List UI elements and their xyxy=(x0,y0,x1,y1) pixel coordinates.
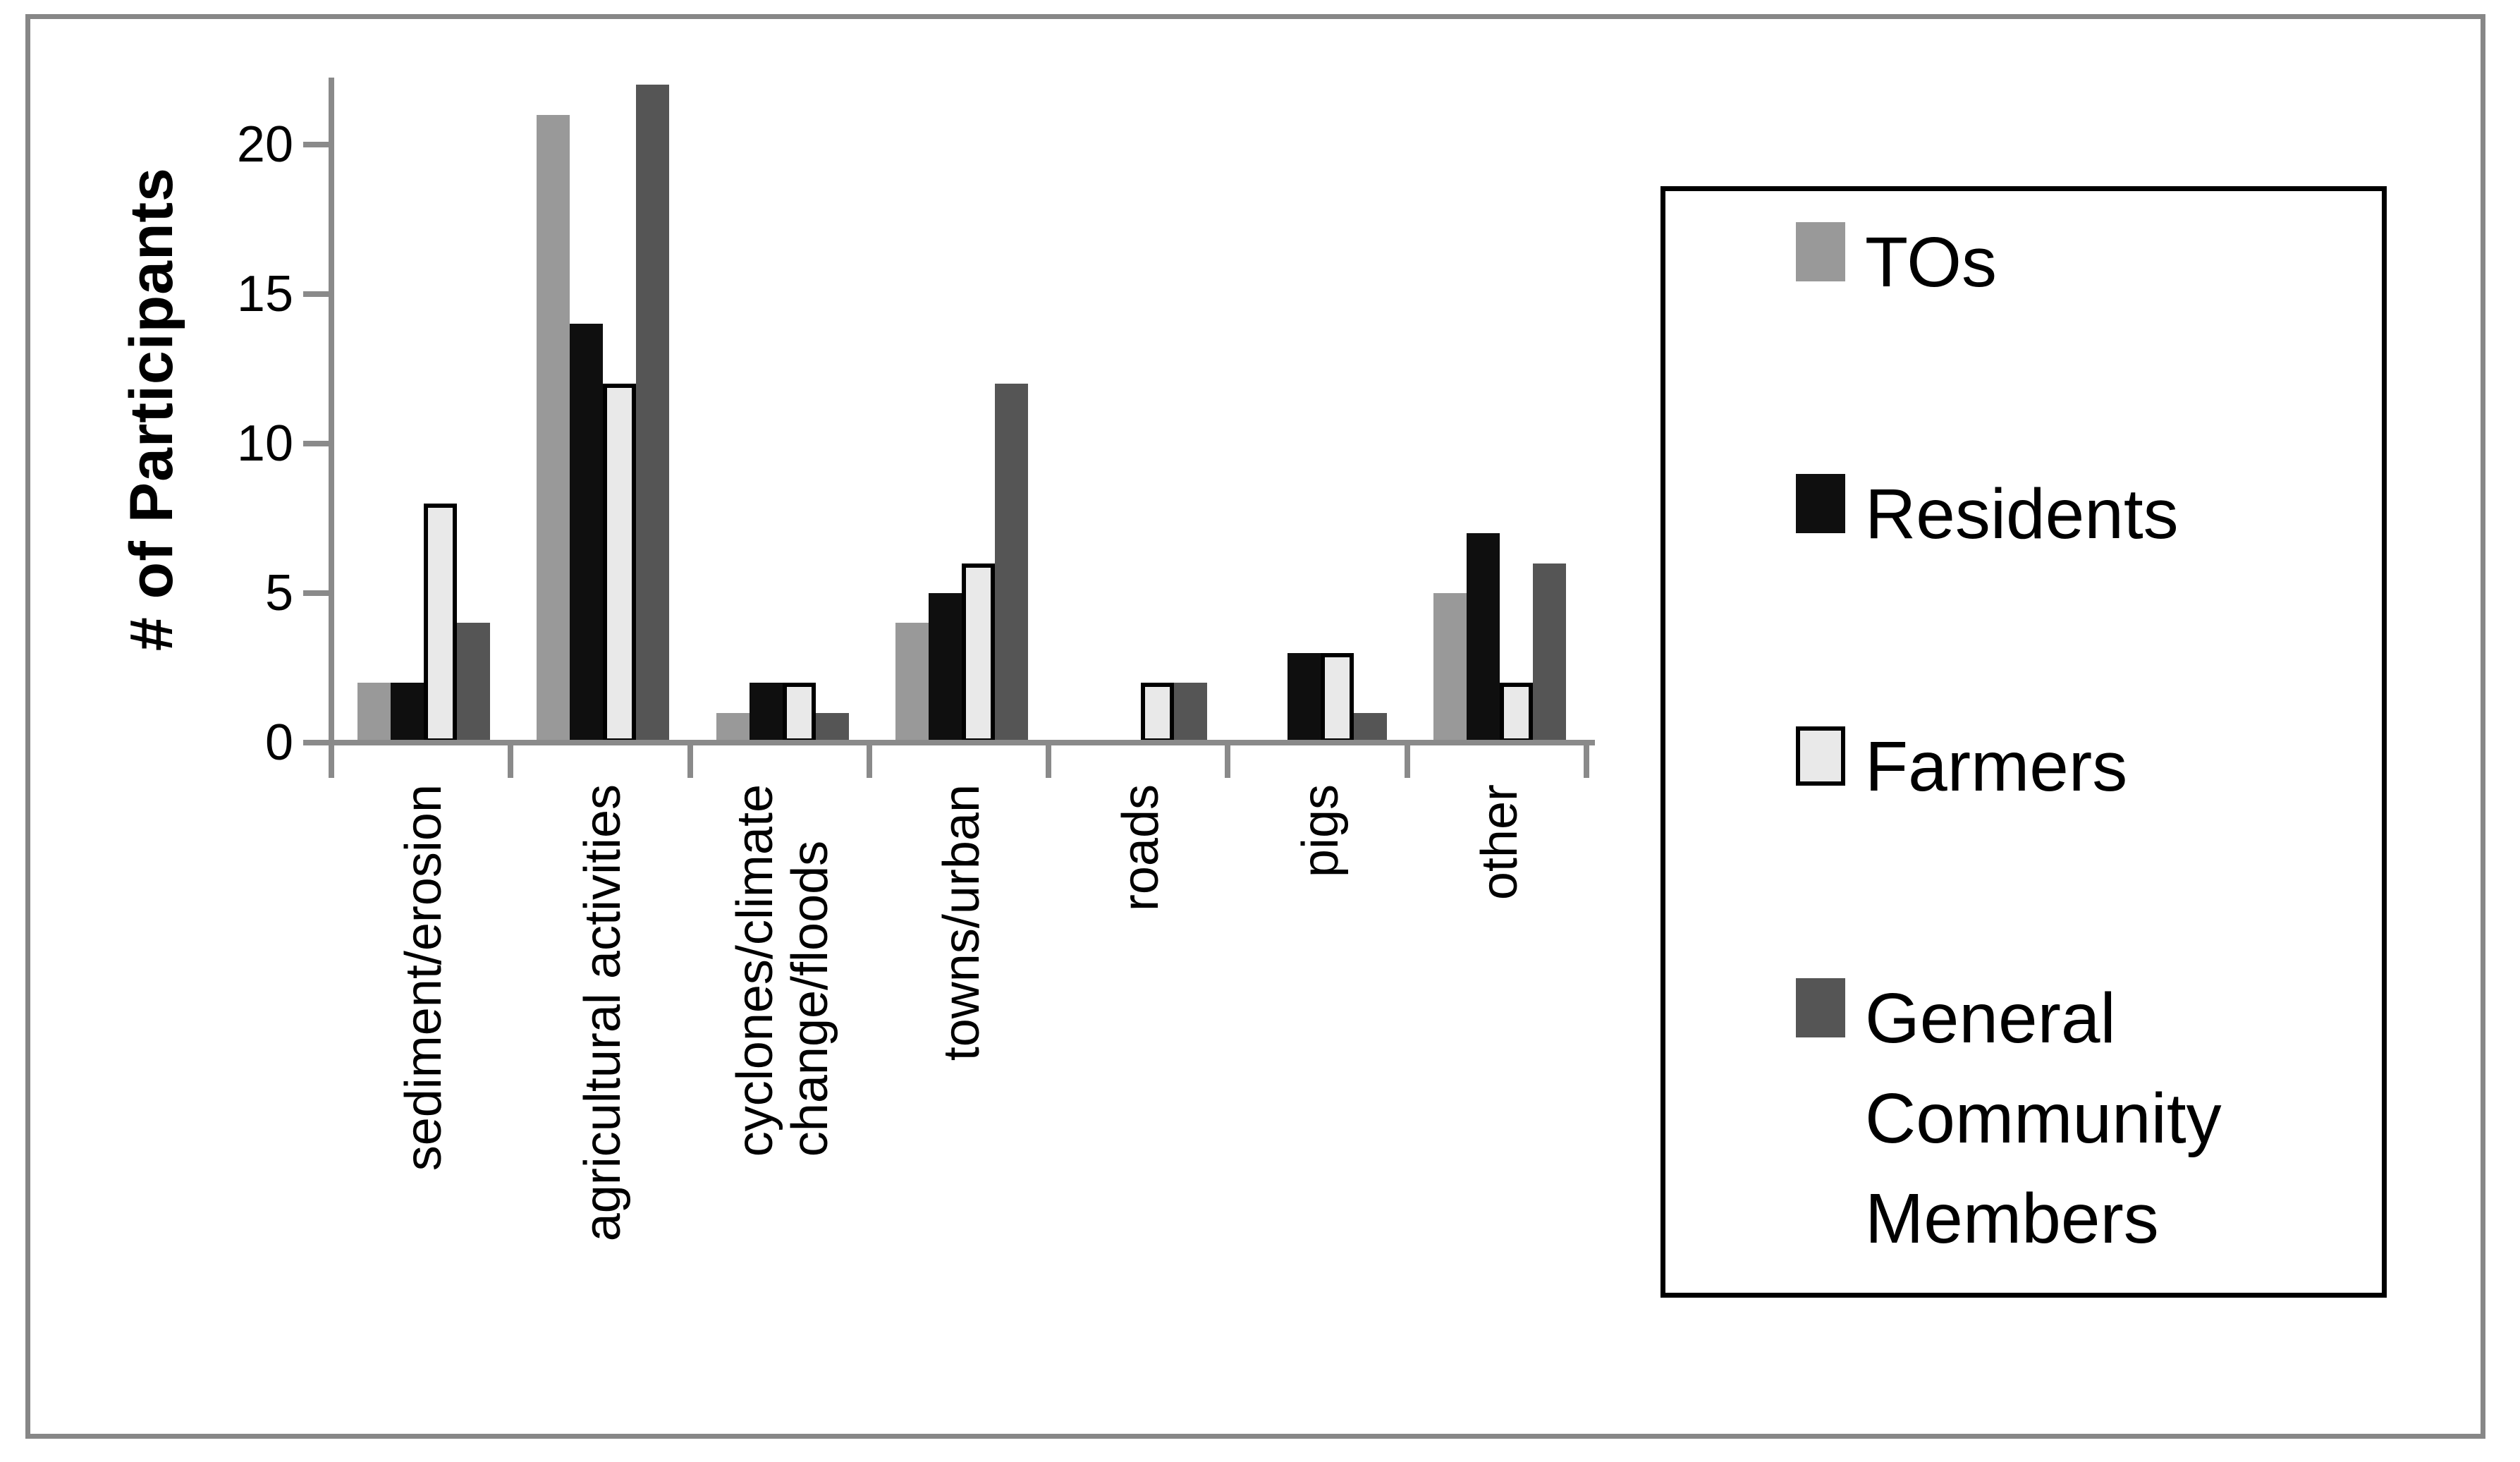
legend-label-farmers: Farmers xyxy=(1865,726,2128,806)
bar-farmers-other xyxy=(1499,683,1533,743)
x-category-label-sediment-erosion: sediment/erosion xyxy=(334,784,513,1440)
bar-residents-towns-urban xyxy=(929,593,962,743)
bar-general-community-members-cyclones-climate-change-floods xyxy=(815,713,849,743)
y-tick-label-15: 15 xyxy=(236,266,293,322)
bar-residents-sediment-erosion xyxy=(391,683,424,743)
x-category-label-text: cyclones/climate change/floods xyxy=(726,784,838,1157)
x-category-label-text: other xyxy=(1471,784,1528,901)
bar-general-community-members-towns-urban xyxy=(995,384,1028,743)
bar-farmers-towns-urban xyxy=(962,564,995,743)
legend-swatch-tos-icon xyxy=(1796,222,1845,281)
x-tick-7 xyxy=(1584,745,1590,778)
y-tick-label-10: 10 xyxy=(236,415,293,472)
bar-general-community-members-roads xyxy=(1174,683,1208,743)
bar-residents-cyclones-climate-change-floods xyxy=(749,683,783,743)
y-tick-0 xyxy=(303,740,329,745)
legend-box: TOs Residents Farmers General Community Mem… xyxy=(1660,186,2387,1298)
bar-farmers-cyclones-climate-change-floods xyxy=(782,683,816,743)
legend-label-tos: TOs xyxy=(1865,223,1998,302)
x-tick-0 xyxy=(329,745,334,778)
x-category-label-pigs: pigs xyxy=(1230,784,1409,1440)
legend-item-tos: TOs xyxy=(1796,212,2368,312)
legend-swatch-general-community-members-icon xyxy=(1796,977,1845,1037)
x-category-label-text: roads xyxy=(1113,784,1170,912)
legend-swatch-farmers-icon xyxy=(1796,726,1845,786)
bar-group-pigs xyxy=(1230,78,1409,743)
x-tick-6 xyxy=(1404,745,1410,778)
y-tick-5 xyxy=(303,590,329,596)
x-category-label-text: agricultural activities xyxy=(575,784,632,1242)
bar-farmers-agricultural-activities xyxy=(603,384,637,743)
bar-general-community-members-pigs xyxy=(1353,713,1387,743)
x-category-label-text: sediment/erosion xyxy=(396,784,453,1171)
y-tick-15 xyxy=(303,291,329,297)
bar-group-towns-urban xyxy=(872,78,1051,743)
x-tick-4 xyxy=(1046,745,1052,778)
bar-general-community-members-agricultural-activities xyxy=(636,85,670,743)
bar-residents-agricultural-activities xyxy=(570,324,604,743)
y-tick-label-0: 0 xyxy=(264,714,293,771)
x-category-label-text: pigs xyxy=(1292,784,1349,878)
legend-item-residents: Residents xyxy=(1796,464,2368,564)
bar-residents-other xyxy=(1466,533,1500,743)
bar-farmers-sediment-erosion xyxy=(424,504,458,743)
x-tick-3 xyxy=(866,745,872,778)
legend-item-general-community-members: General Community Members xyxy=(1796,968,2368,1269)
bar-group-other xyxy=(1410,78,1589,743)
x-tick-1 xyxy=(508,745,514,778)
x-tick-2 xyxy=(687,745,693,778)
bar-tos-cyclones-climate-change-floods xyxy=(716,713,750,743)
x-category-label-towns-urban: towns/urban xyxy=(872,784,1051,1440)
bar-tos-other xyxy=(1433,593,1467,743)
bar-tos-towns-urban xyxy=(895,623,929,743)
bar-general-community-members-other xyxy=(1532,564,1566,743)
bar-group-agricultural-activities xyxy=(513,78,692,743)
bar-tos-agricultural-activities xyxy=(537,115,570,743)
bar-residents-pigs xyxy=(1287,653,1321,743)
bar-general-community-members-sediment-erosion xyxy=(457,623,491,743)
y-axis-line xyxy=(329,78,334,745)
bar-farmers-pigs xyxy=(1320,653,1354,743)
x-category-label-other: other xyxy=(1410,784,1589,1440)
y-tick-label-20: 20 xyxy=(236,116,293,173)
x-axis-line xyxy=(329,740,1595,745)
legend-label-general-community-members: General Community Members xyxy=(1865,978,2222,1258)
bar-farmers-roads xyxy=(1141,683,1175,743)
y-tick-10 xyxy=(303,441,329,446)
legend-swatch-residents-icon xyxy=(1796,474,1845,534)
bar-group-cyclones-climate-change-floods xyxy=(693,78,872,743)
x-category-label-text: towns/urban xyxy=(934,784,990,1061)
x-category-label-cyclones-climate-change-floods: cyclones/climate change/floods xyxy=(693,784,872,1440)
x-category-label-agricultural-activities: agricultural activities xyxy=(513,784,692,1440)
legend-item-farmers: Farmers xyxy=(1796,717,2368,817)
bar-group-sediment-erosion xyxy=(334,78,513,743)
y-tick-label-5: 5 xyxy=(264,565,293,621)
bar-group-roads xyxy=(1051,78,1230,743)
legend-label-residents: Residents xyxy=(1865,475,2179,554)
y-tick-20 xyxy=(303,142,329,147)
x-category-label-roads: roads xyxy=(1051,784,1230,1440)
y-axis-title-box: # of Participants xyxy=(92,99,212,719)
bar-tos-sediment-erosion xyxy=(357,683,391,743)
x-tick-5 xyxy=(1225,745,1231,778)
